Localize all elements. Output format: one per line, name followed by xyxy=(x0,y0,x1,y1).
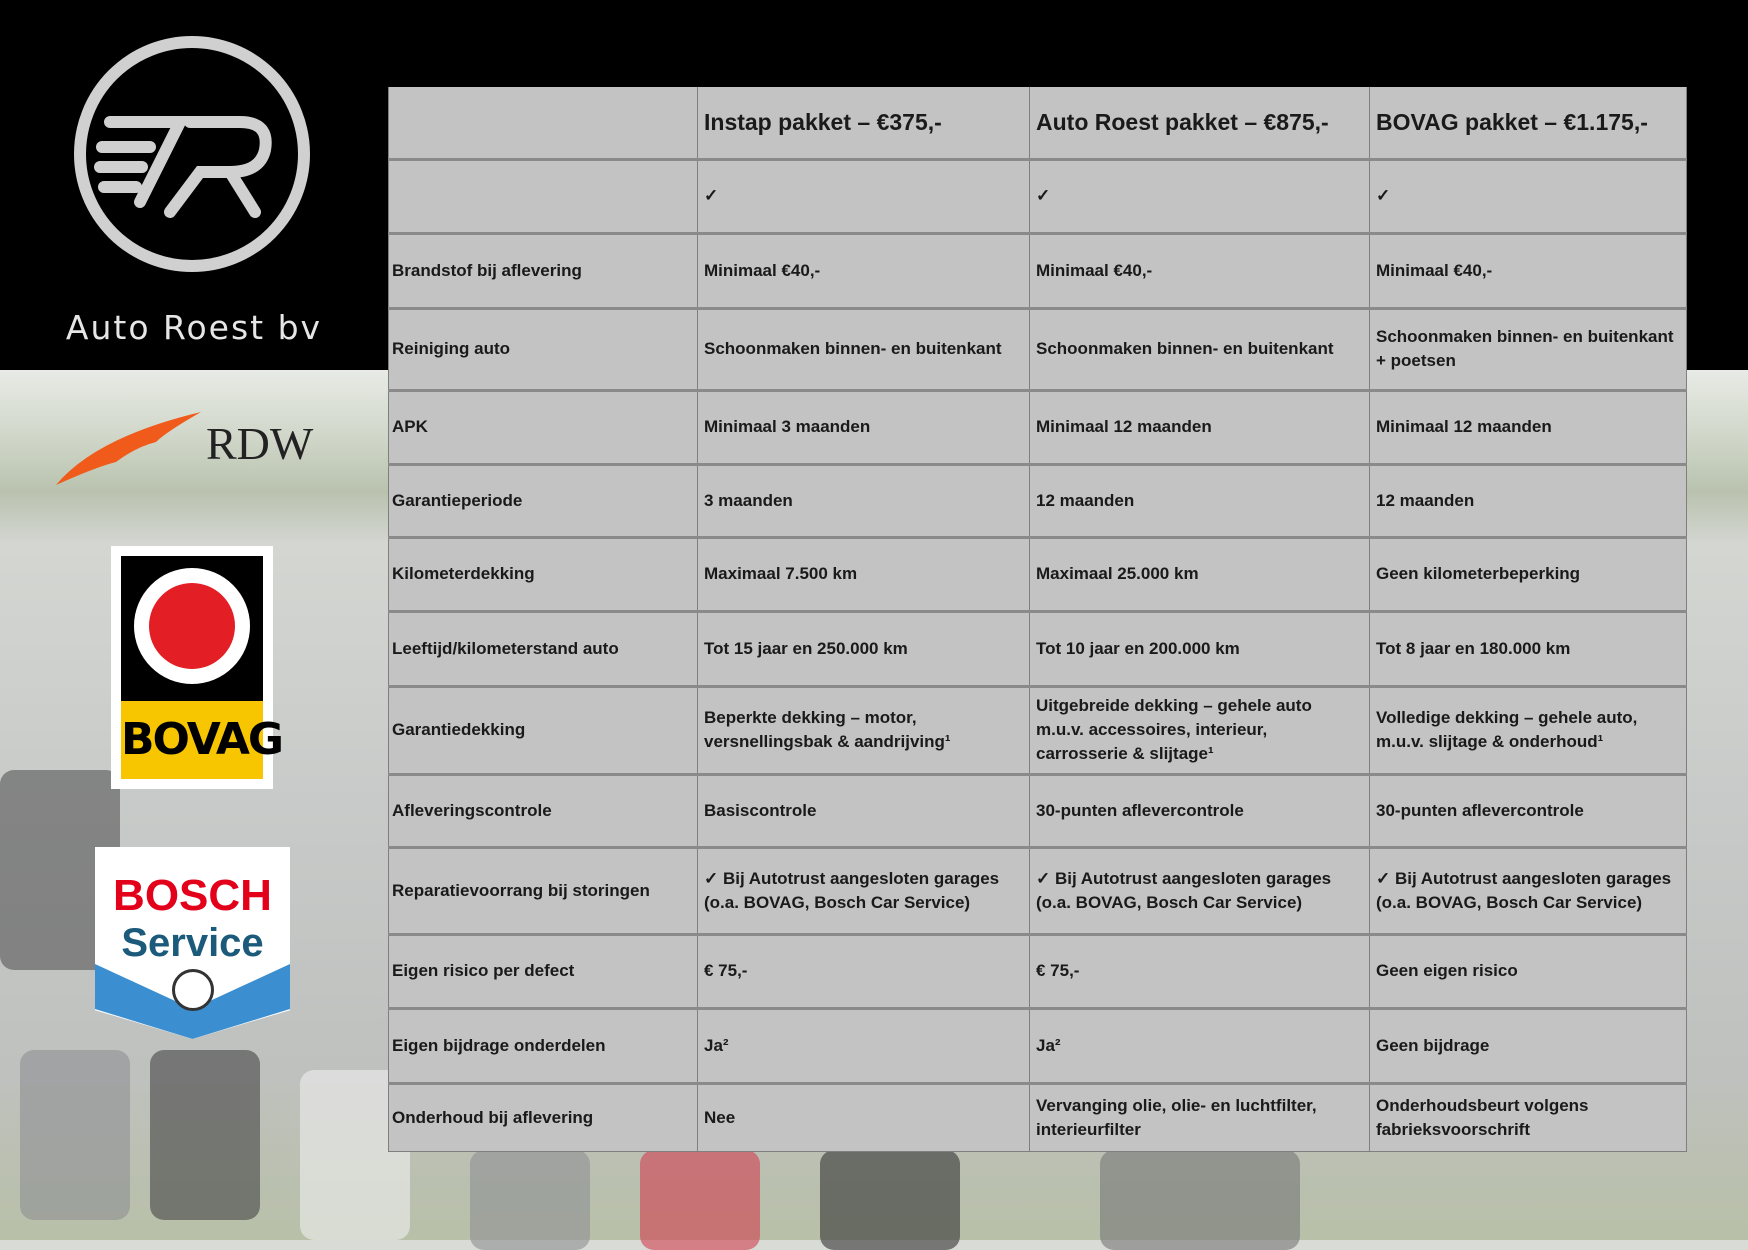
table-cell: 12 maanden xyxy=(1029,462,1370,538)
table-cell: ✓ Bij Autotrust aangesloten garages (o.a… xyxy=(697,845,1030,935)
brand-name: Auto Roest bv xyxy=(65,308,323,347)
table-cell: 3 maanden xyxy=(697,462,1030,538)
table-cell: € 75,- xyxy=(697,932,1030,1009)
table-row: Leeftijd/kilometerstand auto Tot 15 jaar … xyxy=(388,609,1687,687)
table-cell: Vervanging olie, olie- en luchtfilter, i… xyxy=(1029,1081,1370,1152)
table-row: Kilometerdekking Maximaal 7.500 km Maximaa… xyxy=(388,535,1687,612)
table-cell: Geen bijdrage xyxy=(1369,1006,1687,1084)
table-cell: 30-punten aflevercontrole xyxy=(1369,772,1687,848)
row-label: Eigen risico per defect xyxy=(388,932,698,1009)
table-cell: Geen eigen risico xyxy=(1369,932,1687,1009)
table-cell: Schoonmaken binnen- en buitenkant xyxy=(697,306,1030,391)
header-cell xyxy=(388,87,698,160)
table-cell: Tot 10 jaar en 200.000 km xyxy=(1029,609,1370,687)
header-auto-roest: Auto Roest pakket – €875,- xyxy=(1029,87,1370,160)
table-cell: Minimaal 3 maanden xyxy=(697,388,1030,465)
table-row: Eigen bijdrage onderdelen Ja² Ja² Geen bijd… xyxy=(388,1006,1687,1084)
table-row: Garantiedekking Beperkte dekking – motor,… xyxy=(388,684,1687,775)
table-cell: ✓ xyxy=(1369,157,1687,234)
header-instap: Instap pakket – €375,- xyxy=(697,87,1030,160)
table-cell: Minimaal €40,- xyxy=(1029,231,1370,309)
table-cell: 30-punten aflevercontrole xyxy=(1029,772,1370,848)
table-row: Reiniging auto Schoonmaken binnen- en bui… xyxy=(388,306,1687,391)
row-label: Reparatievoorrang bij storingen xyxy=(388,845,698,935)
table-cell: Schoonmaken binnen- en buitenkant + poet… xyxy=(1369,306,1687,391)
row-label: Reiniging auto xyxy=(388,306,698,391)
bosch-armature-icon xyxy=(172,969,214,1011)
table-cell: Minimaal €40,- xyxy=(1369,231,1687,309)
service-text: Service xyxy=(121,921,264,965)
row-label: Onderhoud bij aflevering xyxy=(388,1081,698,1152)
table-cell: Ja² xyxy=(1029,1006,1370,1084)
table-row: APK Minimaal 3 maanden Minimaal 12 maanden… xyxy=(388,388,1687,465)
bovag-text: BOVAG xyxy=(121,701,284,779)
table-cell: Schoonmaken binnen- en buitenkant xyxy=(1029,306,1370,391)
table-row: Eigen risico per defect € 75,- € 75,- Geen … xyxy=(388,932,1687,1009)
table-row: Brandstof bij aflevering Minimaal €40,- Mi… xyxy=(388,231,1687,309)
package-comparison-table: Instap pakket – €375,- Auto Roest pakket… xyxy=(388,87,1687,1152)
table-cell: Geen kilometerbeperking xyxy=(1369,535,1687,612)
table-cell: ✓ xyxy=(1029,157,1370,234)
row-label: Kilometerdekking xyxy=(388,535,698,612)
table-cell: ✓ Bij Autotrust aangesloten garages (o.a… xyxy=(1029,845,1370,935)
rdw-logo: RDW xyxy=(56,407,336,487)
table-cell: Basiscontrole xyxy=(697,772,1030,848)
table-cell: € 75,- xyxy=(1029,932,1370,1009)
row-label xyxy=(388,157,698,234)
table-cell: Ja² xyxy=(697,1006,1030,1084)
table-row: ✓ ✓ ✓ xyxy=(388,157,1687,234)
table-header-row: Instap pakket – €375,- Auto Roest pakket… xyxy=(388,87,1687,160)
table-cell: Nee xyxy=(697,1081,1030,1152)
row-label: Brandstof bij aflevering xyxy=(388,231,698,309)
bosch-service-logo: BOSCH Service xyxy=(95,847,290,1039)
table-cell: Volledige dekking – gehele auto, m.u.v. … xyxy=(1369,684,1687,775)
row-label: APK xyxy=(388,388,698,465)
table-cell: Onderhoudsbeurt volgens fabrieksvoorschr… xyxy=(1369,1081,1687,1152)
table-cell: Tot 15 jaar en 250.000 km xyxy=(697,609,1030,687)
bosch-text: BOSCH xyxy=(113,871,272,920)
table-cell: Maximaal 7.500 km xyxy=(697,535,1030,612)
table-cell: Minimaal 12 maanden xyxy=(1369,388,1687,465)
table-cell: Minimaal €40,- xyxy=(697,231,1030,309)
table-cell: Beperkte dekking – motor, versnellingsba… xyxy=(697,684,1030,775)
table-cell: Tot 8 jaar en 180.000 km xyxy=(1369,609,1687,687)
table-row: Afleveringscontrole Basiscontrole 30-punte… xyxy=(388,772,1687,848)
table-row: Reparatievoorrang bij storingen ✓ Bij Aut… xyxy=(388,845,1687,935)
row-label: Garantiedekking xyxy=(388,684,698,775)
bovag-logo: BOVAG xyxy=(111,546,284,789)
table-cell: Uitgebreide dekking – gehele auto m.u.v.… xyxy=(1029,684,1370,775)
auto-roest-logo-icon xyxy=(74,36,310,272)
table-cell: 12 maanden xyxy=(1369,462,1687,538)
row-label: Leeftijd/kilometerstand auto xyxy=(388,609,698,687)
row-label: Eigen bijdrage onderdelen xyxy=(388,1006,698,1084)
table-row: Garantieperiode 3 maanden 12 maanden 12 maa… xyxy=(388,462,1687,538)
rdw-text: RDW xyxy=(206,418,314,469)
table-cell: Maximaal 25.000 km xyxy=(1029,535,1370,612)
table-cell: Minimaal 12 maanden xyxy=(1029,388,1370,465)
table-row: Onderhoud bij aflevering Nee Vervanging ol… xyxy=(388,1081,1687,1152)
rdw-wing-icon xyxy=(56,412,201,485)
row-label: Garantieperiode xyxy=(388,462,698,538)
table-cell: ✓ xyxy=(697,157,1030,234)
table-cell: ✓ Bij Autotrust aangesloten garages (o.a… xyxy=(1369,845,1687,935)
row-label: Afleveringscontrole xyxy=(388,772,698,848)
header-bovag: BOVAG pakket – €1.175,- xyxy=(1369,87,1687,160)
